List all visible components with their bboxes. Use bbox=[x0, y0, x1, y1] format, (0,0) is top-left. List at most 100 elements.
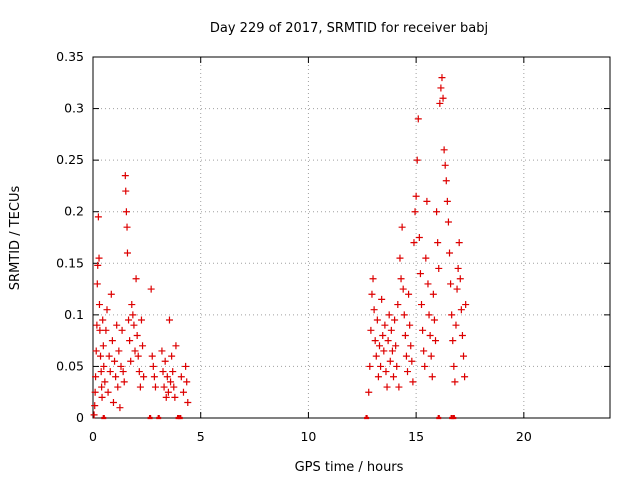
data-point bbox=[442, 177, 450, 185]
data-point bbox=[123, 223, 131, 231]
data-point bbox=[116, 404, 124, 412]
data-point bbox=[370, 306, 378, 314]
data-point bbox=[119, 368, 127, 376]
data-point bbox=[151, 383, 159, 391]
zero-point bbox=[364, 415, 370, 420]
data-point bbox=[448, 311, 456, 319]
data-point bbox=[92, 373, 100, 381]
data-point bbox=[147, 285, 155, 293]
data-point bbox=[440, 146, 448, 154]
data-point bbox=[133, 331, 141, 339]
data-point bbox=[126, 337, 134, 345]
data-point bbox=[404, 368, 412, 376]
y-tick-label: 0 bbox=[76, 410, 84, 425]
data-point bbox=[118, 326, 126, 334]
data-point bbox=[458, 331, 466, 339]
data-point bbox=[163, 373, 171, 381]
data-point bbox=[384, 337, 392, 345]
x-tick-label: 15 bbox=[408, 429, 424, 444]
data-point bbox=[449, 337, 457, 345]
data-point bbox=[408, 357, 416, 365]
data-point bbox=[437, 84, 445, 92]
data-point bbox=[123, 249, 131, 257]
data-point bbox=[438, 74, 446, 82]
data-point bbox=[429, 290, 437, 298]
data-point bbox=[410, 239, 418, 247]
data-point bbox=[114, 383, 122, 391]
data-point bbox=[177, 373, 185, 381]
zero-point bbox=[177, 415, 183, 420]
data-point bbox=[105, 352, 113, 360]
data-point bbox=[106, 368, 114, 376]
data-point bbox=[160, 383, 168, 391]
data-point bbox=[397, 275, 405, 283]
data-point bbox=[401, 331, 409, 339]
data-point bbox=[167, 378, 175, 386]
data-point bbox=[134, 352, 142, 360]
data-point bbox=[390, 373, 398, 381]
data-point bbox=[453, 285, 461, 293]
data-point bbox=[399, 285, 407, 293]
data-point bbox=[100, 362, 108, 370]
x-tick-label: 5 bbox=[197, 429, 205, 444]
data-point bbox=[171, 393, 179, 401]
data-point bbox=[98, 393, 106, 401]
data-point bbox=[446, 249, 454, 257]
data-point bbox=[103, 306, 111, 314]
data-point bbox=[460, 352, 468, 360]
data-point bbox=[378, 295, 386, 303]
data-point bbox=[97, 352, 105, 360]
data-point bbox=[422, 254, 430, 262]
data-point bbox=[376, 342, 384, 350]
data-point bbox=[373, 316, 381, 324]
data-point bbox=[158, 347, 166, 355]
data-point bbox=[120, 378, 128, 386]
data-point bbox=[386, 357, 394, 365]
data-point bbox=[150, 373, 158, 381]
chart-title: Day 229 of 2017, SRMTID for receiver bab… bbox=[210, 21, 488, 36]
data-point bbox=[99, 342, 107, 350]
y-tick-label: 0.3 bbox=[64, 101, 84, 116]
data-point bbox=[418, 301, 426, 309]
data-point bbox=[424, 280, 432, 288]
data-point bbox=[371, 337, 379, 345]
data-point bbox=[455, 239, 463, 247]
data-point bbox=[443, 197, 451, 205]
data-point bbox=[102, 326, 110, 334]
zero-point bbox=[451, 415, 457, 420]
data-point bbox=[135, 368, 143, 376]
data-point bbox=[439, 94, 447, 102]
data-point bbox=[407, 342, 415, 350]
data-point bbox=[451, 378, 459, 386]
data-point bbox=[140, 373, 148, 381]
y-tick-label: 0.1 bbox=[64, 307, 84, 322]
tick-labels: 0 0.05 0.1 0.15 0.2 0.25 0.3 0.35 0 5 10 15 20 bbox=[56, 49, 532, 444]
data-point bbox=[97, 368, 105, 376]
data-point bbox=[400, 311, 408, 319]
data-point bbox=[444, 218, 452, 226]
data-point bbox=[388, 347, 396, 355]
data-point bbox=[93, 321, 101, 329]
data-point bbox=[461, 373, 469, 381]
data-point bbox=[91, 402, 99, 410]
data-point bbox=[168, 352, 176, 360]
data-point bbox=[122, 208, 130, 216]
data-point bbox=[415, 234, 423, 241]
data-point bbox=[96, 326, 104, 334]
data-point bbox=[179, 388, 187, 396]
data-point bbox=[121, 172, 129, 180]
data-point bbox=[434, 239, 442, 247]
data-point bbox=[427, 352, 435, 360]
data-point bbox=[379, 331, 387, 339]
data-point bbox=[452, 321, 460, 329]
data-point bbox=[368, 290, 376, 298]
grid bbox=[93, 57, 610, 418]
data-point bbox=[99, 316, 107, 324]
data-point bbox=[457, 306, 465, 314]
y-axis-label: SRMTID / TECUs bbox=[8, 186, 23, 291]
data-point bbox=[95, 254, 103, 262]
data-point bbox=[428, 373, 436, 381]
data-point bbox=[94, 261, 102, 269]
data-point bbox=[170, 383, 178, 391]
